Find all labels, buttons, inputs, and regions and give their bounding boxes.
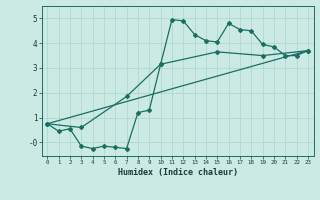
X-axis label: Humidex (Indice chaleur): Humidex (Indice chaleur) — [118, 168, 237, 177]
